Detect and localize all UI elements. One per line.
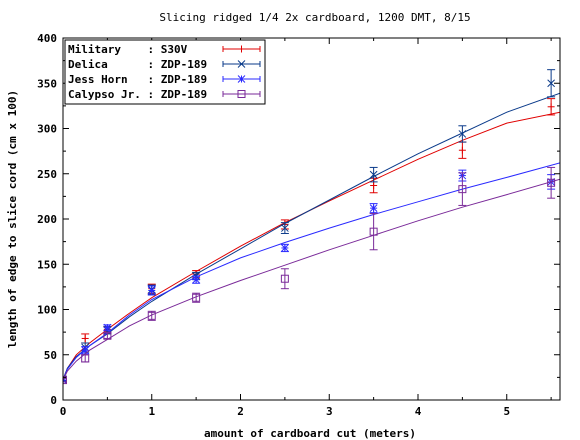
- y-tick-label-0: 0: [50, 394, 57, 407]
- series-3-point-7-box: [458, 185, 467, 194]
- series-2-point-0-d1: [63, 379, 67, 384]
- series-2-point-6: [369, 204, 378, 212]
- y-tick-label-4: 200: [37, 213, 57, 226]
- series-2-point-5: [281, 244, 289, 252]
- y-tick-label-6: 300: [37, 123, 57, 136]
- series-1-point-8: [547, 79, 555, 88]
- y-tick-label-8: 400: [37, 32, 57, 45]
- legend-marker-2-d2: [237, 75, 246, 83]
- y-tick-label-7: 350: [37, 77, 57, 90]
- series-2-point-2: [103, 323, 112, 332]
- series-2-point-3: [147, 286, 156, 295]
- series-2-point-4-d2: [192, 275, 200, 284]
- series-2-point-4: [192, 275, 200, 284]
- chart-title: Slicing ridged 1/4 2x cardboard, 1200 DM…: [159, 11, 470, 24]
- series-3-point-0: [63, 376, 67, 385]
- legend-marker-1: [237, 60, 246, 68]
- x-tick-label-2: 2: [237, 405, 244, 418]
- series-1-point-8-d2: [547, 79, 555, 88]
- series-0-point-6: [370, 182, 378, 190]
- series-3: [63, 166, 560, 385]
- legend-label-1: Delica : ZDP-189: [68, 58, 207, 71]
- series-1-fit-line: [63, 92, 560, 380]
- legend-label-3: Calypso Jr. : ZDP-189: [68, 88, 207, 101]
- series-3-point-2-box: [103, 331, 112, 340]
- series-1-point-7-d2: [458, 130, 467, 138]
- series-3-errorbar-0: [63, 377, 67, 383]
- series-0-fit-line: [63, 111, 560, 381]
- series-3-point-8: [547, 178, 556, 187]
- y-tick-label-2: 100: [37, 304, 57, 317]
- x-tick-label-1: 1: [148, 405, 155, 418]
- legend-label-0: Military : S30V: [68, 43, 188, 56]
- legend-label-2: Jess Horn : ZDP-189: [68, 73, 207, 86]
- series-3-errorbar-8: [547, 166, 556, 199]
- legend-swatch-3: [222, 90, 261, 98]
- x-tick-label-4: 4: [415, 405, 422, 418]
- series-3-point-5-box: [280, 274, 289, 283]
- series-3-point-3: [147, 311, 156, 320]
- series-3-point-1-box: [81, 354, 90, 363]
- series-1: [63, 69, 560, 384]
- legend-marker-1-d2: [237, 60, 246, 68]
- series-3-point-0-box: [63, 376, 67, 385]
- series-3-point-3-box: [147, 311, 156, 320]
- series-2: [63, 162, 560, 384]
- series-2-point-5-d2: [281, 244, 289, 252]
- series-1-point-7: [458, 130, 467, 138]
- series-1-point-6: [369, 170, 378, 179]
- series-1-point-5: [281, 224, 289, 232]
- series-3-fit-line: [63, 178, 560, 381]
- series-3-point-6-box: [369, 227, 378, 236]
- x-tick-label-3: 3: [326, 405, 333, 418]
- x-tick-label-5: 5: [503, 405, 510, 418]
- y-axis-label: length of edge to slice cord (cm x 100): [6, 90, 19, 348]
- legend-swatch-0: [222, 45, 261, 53]
- series-0-point-7: [458, 146, 466, 154]
- series-1-point-5-d2: [281, 224, 289, 232]
- series-2-fit-line: [63, 162, 560, 381]
- series-2-point-3-d2: [147, 286, 156, 295]
- x-axis-label: amount of cardboard cut (meters): [204, 427, 416, 440]
- series-3-errorbar-6: [369, 213, 378, 251]
- series-2-point-1-d2: [81, 346, 90, 355]
- series-3-point-4-box: [192, 293, 201, 302]
- y-tick-label-5: 250: [37, 168, 57, 181]
- series-2-point-1: [81, 346, 90, 355]
- series-3-point-5: [280, 274, 289, 283]
- x-tick-label-0: 0: [60, 405, 67, 418]
- series-3-point-4: [192, 293, 201, 302]
- series-0-point-1: [81, 334, 89, 342]
- legend: Military : S30V Delica : ZDP-189 Jess Horn…: [64, 39, 266, 105]
- plot-area: [63, 69, 560, 385]
- legend-swatch-1: [222, 60, 261, 68]
- series-3-point-1: [81, 354, 90, 363]
- legend-marker-0: [238, 45, 245, 53]
- series-2-point-2-d2: [103, 323, 112, 332]
- series-0: [63, 98, 560, 384]
- series-3-point-8-box: [547, 178, 556, 187]
- series-1-point-6-d2: [369, 170, 378, 179]
- series-3-errorbar-5: [280, 268, 289, 290]
- series-0-point-8: [547, 103, 555, 111]
- series-2-point-6-d2: [369, 204, 378, 212]
- series-3-errorbar-7: [458, 172, 467, 206]
- series-3-point-2: [103, 331, 112, 340]
- y-tick-label-3: 150: [37, 258, 57, 271]
- series-3-point-7: [458, 185, 467, 194]
- legend-marker-3: [237, 90, 246, 98]
- series-3-errorbar-2: [103, 332, 112, 339]
- legend-marker-3-box: [237, 90, 246, 98]
- series-3-point-6: [369, 227, 378, 236]
- legend-marker-2: [237, 75, 246, 83]
- legend-box: [64, 39, 266, 105]
- legend-swatch-2: [222, 75, 261, 83]
- y-tick-label-1: 50: [44, 349, 57, 362]
